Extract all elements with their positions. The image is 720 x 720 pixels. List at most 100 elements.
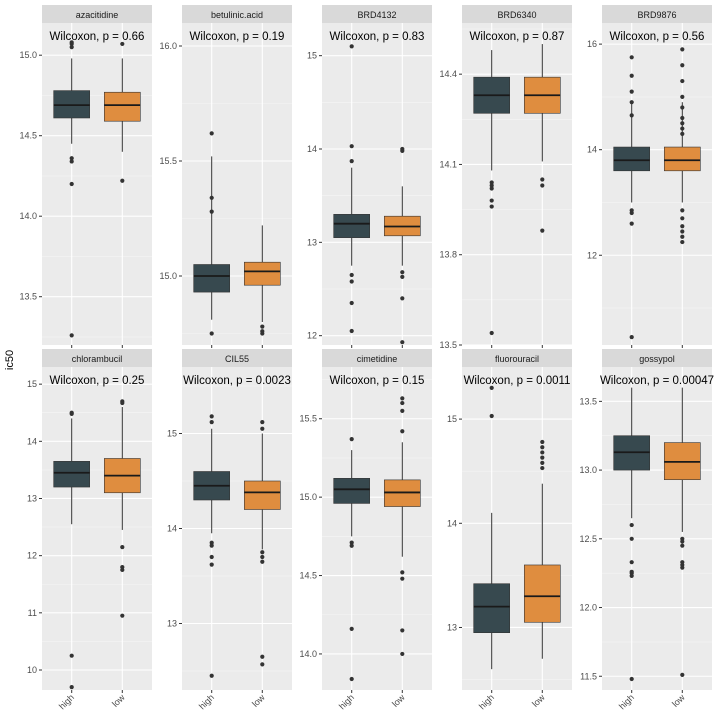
facet-strip xyxy=(322,349,432,367)
outlier-point xyxy=(680,565,685,570)
y-tick-label: 14 xyxy=(447,518,457,528)
y-tick-label: 14.1 xyxy=(439,159,457,169)
wilcoxon-annotation: Wilcoxon, p = 0.83 xyxy=(330,31,425,43)
outlier-point xyxy=(260,324,265,329)
outlier-point xyxy=(349,44,354,49)
box-low xyxy=(104,41,141,183)
facet-panel-brd6340: BRD6340 13.5 13.8 14.1 14.4 Wilcoxon, p = 0.8… xyxy=(439,5,572,366)
outlier-point xyxy=(209,209,214,214)
box-high xyxy=(53,40,91,338)
outlier-point xyxy=(260,662,265,667)
panel-background xyxy=(602,23,712,345)
outlier-point xyxy=(260,554,265,560)
outlier-point xyxy=(260,654,265,659)
y-tick-label: 15.5 xyxy=(159,156,177,166)
outlier-point xyxy=(680,239,685,245)
x-tick-label: high xyxy=(617,692,636,711)
panel-background xyxy=(462,367,572,690)
panel-background xyxy=(42,367,152,690)
outlier-point xyxy=(400,570,405,575)
box-low xyxy=(104,399,141,618)
outlier-point xyxy=(349,540,354,545)
outlier-point xyxy=(680,105,685,110)
wilcoxon-annotation: Wilcoxon, p = 0.87 xyxy=(470,31,565,43)
wilcoxon-annotation: Wilcoxon, p = 0.00047 xyxy=(600,375,714,387)
facet-panels: azacitidine 13.5 14.0 14.5 15.0 Wilcoxon, p =… xyxy=(19,5,714,711)
box-iqr xyxy=(523,564,561,623)
panel-background xyxy=(322,367,432,690)
outlier-point xyxy=(209,554,214,560)
outlier-point xyxy=(260,559,265,564)
x-tick-label: low xyxy=(250,692,267,709)
facet-strip xyxy=(462,349,572,367)
panel-background xyxy=(42,23,152,345)
box-high xyxy=(333,437,371,682)
x-tick-label: low xyxy=(390,692,407,709)
outlier-point xyxy=(260,550,265,555)
y-tick-label: 15.0 xyxy=(159,271,177,281)
box-iqr xyxy=(473,583,511,633)
y-tick-label: 11 xyxy=(28,608,37,618)
facet-title: fluorouracil xyxy=(495,354,539,364)
x-tick-label: high xyxy=(57,692,76,711)
facet-strip xyxy=(462,5,572,23)
outlier-point xyxy=(629,522,634,528)
facet-title: BRD4132 xyxy=(357,10,396,20)
box-iqr xyxy=(104,91,141,122)
outlier-point xyxy=(629,89,634,94)
facet-panel-fluorouracil: fluorouracil 13 14 15 Wilcoxon, p = 0.0011 hi… xyxy=(447,349,572,711)
box-iqr xyxy=(193,264,230,293)
facet-strip xyxy=(602,349,712,367)
outlier-point xyxy=(260,331,265,336)
outlier-point xyxy=(629,221,634,226)
outlier-point xyxy=(69,181,74,187)
y-tick-label: 12 xyxy=(307,331,317,341)
y-tick-label: 14.0 xyxy=(19,211,37,221)
y-tick-label: 15.5 xyxy=(299,414,317,424)
outlier-point xyxy=(680,63,685,68)
box-iqr xyxy=(333,214,371,238)
box-high xyxy=(193,414,230,678)
outlier-point xyxy=(540,228,545,233)
facet-panel-chlorambucil: chlorambucil 10 11 12 13 14 15 Wilcoxon, p = 0.… xyxy=(27,349,152,711)
facet-title: gossypol xyxy=(639,354,675,364)
y-tick-label: 16 xyxy=(587,39,597,49)
outlier-point xyxy=(540,465,545,471)
facet-title: BRD9876 xyxy=(637,10,676,20)
outlier-point xyxy=(400,296,405,301)
outlier-point xyxy=(629,73,634,78)
box-iqr xyxy=(244,261,281,286)
wilcoxon-annotation: Wilcoxon, p = 0.56 xyxy=(610,31,705,43)
y-tick-label: 15.0 xyxy=(299,492,317,502)
facet-strip xyxy=(182,349,292,367)
y-tick-label: 13 xyxy=(167,619,177,629)
outlier-point xyxy=(400,408,405,414)
outlier-point xyxy=(69,156,74,161)
facet-title: betulinic.acid xyxy=(211,10,263,20)
wilcoxon-annotation: Wilcoxon, p = 0.25 xyxy=(50,375,145,387)
y-tick-label: 11.5 xyxy=(580,671,597,681)
outlier-point xyxy=(209,543,214,548)
x-tick-label: low xyxy=(110,692,127,709)
box-high xyxy=(613,387,651,682)
outlier-point xyxy=(349,328,354,334)
outlier-point xyxy=(489,183,494,188)
facet-strip xyxy=(42,349,152,367)
y-tick-label: 14 xyxy=(27,436,37,446)
box-high xyxy=(193,131,230,336)
outlier-point xyxy=(680,672,685,677)
x-tick-label: high xyxy=(477,692,496,711)
y-tick-label: 13.5 xyxy=(439,340,457,350)
panel-background xyxy=(462,23,572,345)
outlier-point xyxy=(349,159,354,164)
outlier-point xyxy=(540,460,545,465)
outlier-point xyxy=(629,536,634,541)
outlier-point xyxy=(629,560,634,565)
y-tick-label: 14.5 xyxy=(19,131,37,141)
box-high xyxy=(613,55,651,340)
outlier-point xyxy=(209,562,214,567)
outlier-point xyxy=(209,195,214,200)
